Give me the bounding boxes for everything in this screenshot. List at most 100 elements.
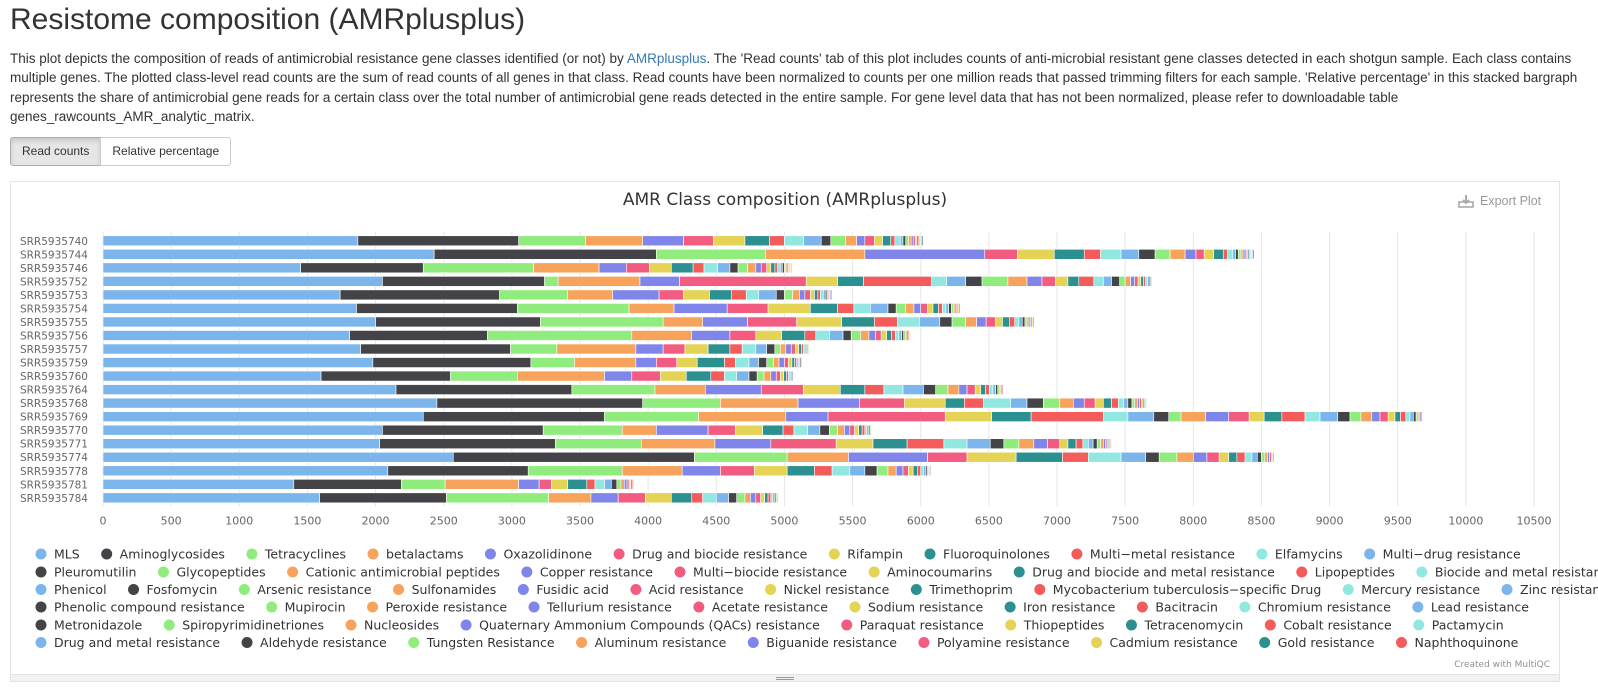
bar-segment[interactable] — [1263, 411, 1283, 422]
bar-segment[interactable] — [921, 235, 924, 247]
bar-segment[interactable] — [774, 343, 781, 355]
bar-segment[interactable] — [848, 451, 928, 463]
bar-segment[interactable] — [899, 235, 904, 247]
bar-segment[interactable] — [883, 384, 904, 395]
bar-segment[interactable] — [533, 262, 600, 274]
bar-segment[interactable] — [728, 492, 738, 504]
bar-segment[interactable] — [992, 384, 996, 395]
bar-segment[interactable] — [698, 411, 787, 422]
bar-segment[interactable] — [904, 397, 946, 409]
bar-segment[interactable] — [720, 465, 755, 477]
bar-segment[interactable] — [895, 303, 907, 314]
bar-segment[interactable] — [864, 424, 868, 436]
legend-item[interactable]: Peroxide resistance — [386, 600, 508, 615]
bar-segment[interactable] — [840, 384, 866, 395]
bar-segment[interactable] — [1236, 451, 1246, 463]
bar-segment[interactable] — [382, 276, 545, 287]
bar-segment[interactable] — [874, 235, 883, 247]
bar-segment[interactable] — [785, 343, 792, 355]
bar-segment[interactable] — [795, 343, 800, 355]
bar-segment[interactable] — [1103, 397, 1112, 409]
bar-segment[interactable] — [736, 370, 750, 382]
bar-segment[interactable] — [567, 479, 588, 490]
bar-segment[interactable] — [1134, 276, 1139, 287]
legend-item[interactable]: Trimethoprim — [928, 582, 1012, 597]
bar-segment[interactable] — [1075, 438, 1084, 450]
legend-item[interactable]: Oxazolidinone — [503, 547, 592, 562]
bar-segment[interactable] — [863, 276, 932, 287]
bar-segment[interactable] — [820, 235, 832, 247]
bar-segment[interactable] — [620, 479, 625, 490]
bar-segment[interactable] — [517, 303, 630, 314]
bar-segment[interactable] — [656, 424, 709, 436]
bar-segment[interactable] — [837, 276, 864, 287]
bar-segment[interactable] — [1015, 451, 1063, 463]
bar-segment[interactable] — [436, 397, 643, 409]
bar-segment[interactable] — [760, 262, 768, 274]
bar-segment[interactable] — [763, 370, 772, 382]
bar-segment[interactable] — [540, 316, 664, 328]
bar-segment[interactable] — [770, 262, 776, 274]
bar-segment[interactable] — [942, 303, 947, 314]
bar-segment[interactable] — [585, 235, 643, 247]
legend-item[interactable]: Mercury resistance — [1361, 582, 1480, 597]
bar-segment[interactable] — [635, 357, 657, 368]
bar-segment[interactable] — [985, 384, 990, 395]
bar-segment[interactable] — [756, 370, 765, 382]
bar-segment[interactable] — [804, 330, 817, 341]
bar-segment[interactable] — [913, 303, 922, 314]
bar-segment[interactable] — [1415, 411, 1419, 422]
bar-segment[interactable] — [786, 451, 849, 463]
bar-segment[interactable] — [905, 303, 915, 314]
bar-segment[interactable] — [747, 316, 797, 328]
bar-segment[interactable] — [621, 465, 683, 477]
bar-segment[interactable] — [102, 370, 322, 382]
bar-segment[interactable] — [102, 384, 397, 395]
bar-segment[interactable] — [518, 479, 540, 490]
bar-segment[interactable] — [660, 370, 687, 382]
bar-segment[interactable] — [845, 235, 857, 247]
legend-item[interactable]: Drug and metal resistance — [54, 635, 220, 650]
bar-segment[interactable] — [958, 303, 961, 314]
bar-segment[interactable] — [923, 465, 926, 477]
bar-segment[interactable] — [102, 330, 350, 341]
bar-segment[interactable] — [631, 370, 661, 382]
bar-segment[interactable] — [604, 479, 612, 490]
bar-segment[interactable] — [691, 330, 731, 341]
legend-item[interactable]: Phenicol — [54, 582, 107, 597]
tab-relative-percentage[interactable]: Relative percentage — [100, 137, 232, 166]
bar-segment[interactable] — [810, 303, 838, 314]
bar-segment[interactable] — [876, 465, 889, 477]
bar-segment[interactable] — [1145, 451, 1160, 463]
bar-segment[interactable] — [102, 235, 359, 247]
bar-segment[interactable] — [773, 357, 780, 368]
bar-segment[interactable] — [1100, 248, 1122, 260]
bar-segment[interactable] — [944, 411, 992, 422]
bar-segment[interactable] — [766, 357, 774, 368]
bar-segment[interactable] — [1168, 411, 1182, 422]
bar-segment[interactable] — [1053, 248, 1085, 260]
bar-segment[interactable] — [1094, 397, 1104, 409]
bar-segment[interactable] — [1143, 276, 1146, 287]
bar-segment[interactable] — [1420, 411, 1423, 422]
bar-segment[interactable] — [791, 370, 793, 382]
bar-segment[interactable] — [567, 289, 614, 301]
bar-segment[interactable] — [819, 424, 830, 436]
bar-segment[interactable] — [102, 289, 341, 301]
bar-segment[interactable] — [803, 235, 822, 247]
bar-segment[interactable] — [702, 316, 748, 328]
bar-segment[interactable] — [798, 343, 802, 355]
bar-segment[interactable] — [1111, 397, 1119, 409]
bar-segment[interactable] — [1067, 438, 1077, 450]
bar-segment[interactable] — [837, 424, 845, 436]
bar-segment[interactable] — [755, 492, 761, 504]
bar-segment[interactable] — [671, 262, 694, 274]
bar-segment[interactable] — [707, 424, 736, 436]
bar-segment[interactable] — [951, 303, 954, 314]
bar-segment[interactable] — [446, 492, 549, 504]
bar-segment[interactable] — [571, 384, 656, 395]
bar-segment[interactable] — [395, 384, 573, 395]
bar-segment[interactable] — [1024, 316, 1028, 328]
bar-segment[interactable] — [872, 438, 908, 450]
bar-segment[interactable] — [780, 370, 785, 382]
